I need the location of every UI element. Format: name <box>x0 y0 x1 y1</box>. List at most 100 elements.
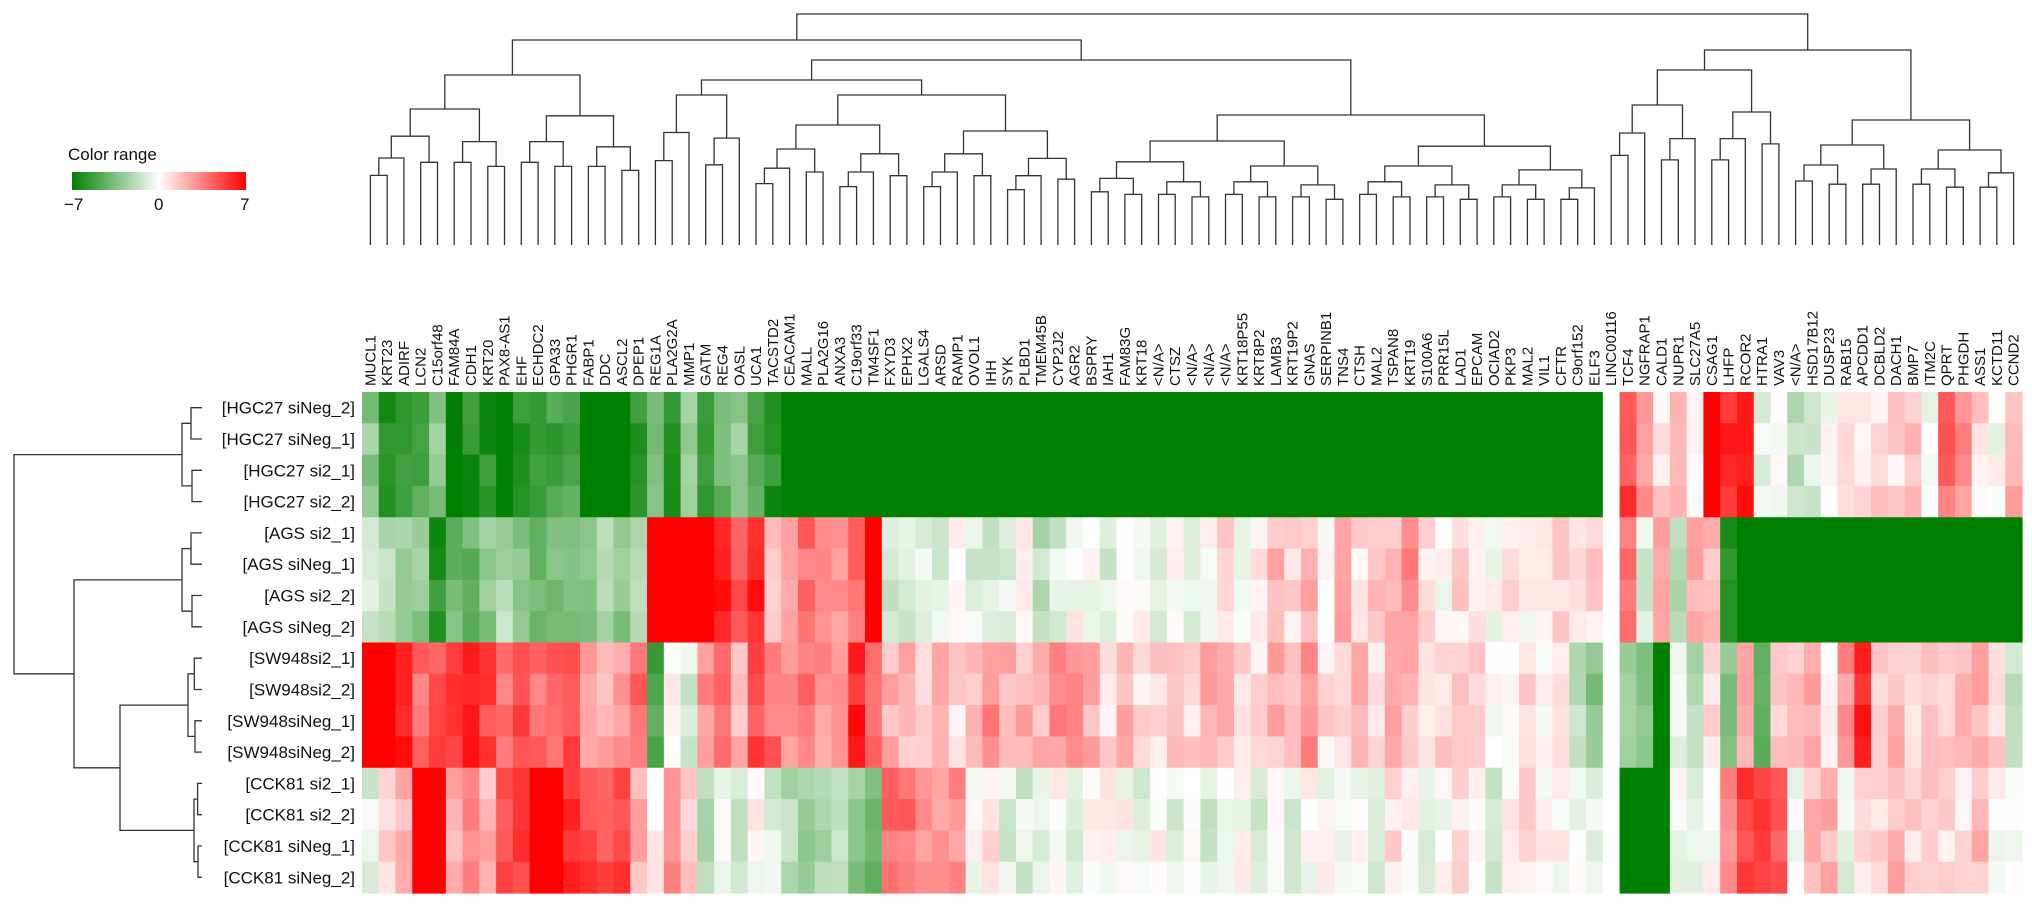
heatmap-cell <box>1871 673 1889 706</box>
heatmap-cell <box>1284 861 1302 894</box>
heatmap-cell <box>680 548 698 581</box>
heatmap-cell <box>1787 861 1805 894</box>
heatmap-cell <box>1703 485 1721 518</box>
heatmap-cell <box>1569 861 1587 894</box>
heatmap-cell <box>395 830 413 863</box>
heatmap-cell <box>2005 642 2023 675</box>
heatmap-cell <box>747 767 766 800</box>
row-label: [AGS siNeg_2] <box>243 618 355 637</box>
heatmap-cell <box>1200 799 1218 831</box>
heatmap-cell <box>479 767 497 800</box>
heatmap-cell <box>378 485 397 518</box>
heatmap-cell <box>1233 579 1252 612</box>
heatmap-cell <box>445 392 464 424</box>
heatmap-cell <box>1049 642 1067 675</box>
heatmap-cell <box>1317 673 1336 706</box>
heatmap-cell <box>1150 642 1168 675</box>
heatmap-cell <box>1233 799 1252 831</box>
heatmap-cell <box>1401 423 1419 456</box>
heatmap-cell <box>1401 392 1419 424</box>
heatmap-cell <box>915 454 933 487</box>
heatmap-cell <box>1820 861 1839 894</box>
heatmap-cell <box>362 485 380 518</box>
heatmap-cell <box>814 642 833 675</box>
heatmap-cell <box>1938 454 1956 487</box>
heatmap-cell <box>1317 705 1336 738</box>
heatmap-cell <box>714 392 732 424</box>
heatmap-cell <box>1166 673 1185 706</box>
heatmap-cell <box>1032 392 1051 424</box>
heatmap-cell <box>881 736 900 769</box>
column-label: ADIRF <box>396 341 413 386</box>
heatmap-cell <box>546 673 564 706</box>
heatmap-cell <box>680 705 698 738</box>
column-label: NUPR1 <box>1670 335 1687 386</box>
heatmap-cell <box>1669 736 1688 769</box>
heatmap-cell <box>1502 611 1520 644</box>
heatmap-cell <box>1435 485 1453 518</box>
heatmap-cell <box>378 579 397 612</box>
heatmap-cell <box>1837 423 1855 456</box>
heatmap-cell <box>1401 767 1419 800</box>
heatmap-cell <box>1619 705 1637 738</box>
heatmap-cell <box>1904 642 1922 675</box>
heatmap-cell <box>1233 392 1252 424</box>
heatmap-cell <box>1552 454 1570 487</box>
heatmap-cell <box>915 642 933 675</box>
heatmap-cell <box>1954 485 1973 518</box>
heatmap-cell <box>999 517 1017 550</box>
legend-mid-label: 0 <box>154 195 163 214</box>
heatmap-cell <box>1368 611 1386 644</box>
heatmap-cell <box>1921 392 1939 424</box>
heatmap-cell <box>1435 642 1453 675</box>
heatmap-cell <box>1099 454 1118 487</box>
heatmap-cell <box>1200 611 1218 644</box>
heatmap-cell <box>1686 642 1705 675</box>
heatmap-cell <box>1904 799 1922 831</box>
heatmap-cell <box>1535 830 1554 863</box>
heatmap-cell <box>563 767 581 800</box>
heatmap-cell <box>1217 611 1235 644</box>
heatmap-cell <box>1871 611 1889 644</box>
heatmap-cell <box>1988 548 2006 581</box>
heatmap-cell <box>1921 579 1939 612</box>
heatmap-cell <box>999 548 1017 581</box>
heatmap-cell <box>714 548 732 581</box>
heatmap-cell <box>999 705 1017 738</box>
heatmap-cell <box>512 517 531 550</box>
heatmap-cell <box>1183 485 1201 518</box>
heatmap-cell <box>1485 736 1503 769</box>
heatmap-cell <box>797 736 816 769</box>
heatmap-cell <box>781 454 799 487</box>
heatmap-cell <box>362 799 380 831</box>
heatmap-cell <box>647 830 665 863</box>
heatmap-cell <box>1418 861 1436 894</box>
heatmap-cell <box>429 767 447 800</box>
heatmap-cell <box>613 392 631 424</box>
heatmap-cell <box>1502 423 1520 456</box>
heatmap-cell <box>1787 705 1805 738</box>
heatmap-cell <box>747 861 766 894</box>
heatmap-cell <box>1133 423 1151 456</box>
heatmap-cell <box>1753 454 1772 487</box>
heatmap-cell <box>1133 705 1151 738</box>
heatmap-cell <box>1250 673 1269 706</box>
heatmap-cell <box>1032 673 1051 706</box>
heatmap-cell <box>1602 485 1620 518</box>
heatmap-cell <box>1015 861 1034 894</box>
row-label: [SW948siNeg_1] <box>227 712 355 731</box>
heatmap-cell <box>1753 673 1772 706</box>
heatmap-cell <box>1049 705 1067 738</box>
heatmap-cell <box>1820 517 1839 550</box>
heatmap-cell <box>1351 579 1369 612</box>
heatmap-cell <box>429 579 447 612</box>
heatmap-cell <box>378 861 397 894</box>
heatmap-cell <box>362 517 380 550</box>
heatmap-cell <box>1703 642 1721 675</box>
heatmap-cell <box>1066 861 1084 894</box>
heatmap-cell <box>1770 579 1788 612</box>
heatmap-cell <box>1736 830 1755 863</box>
heatmap-cell <box>378 454 397 487</box>
heatmap-cell <box>680 454 698 487</box>
heatmap-cell <box>630 392 648 424</box>
